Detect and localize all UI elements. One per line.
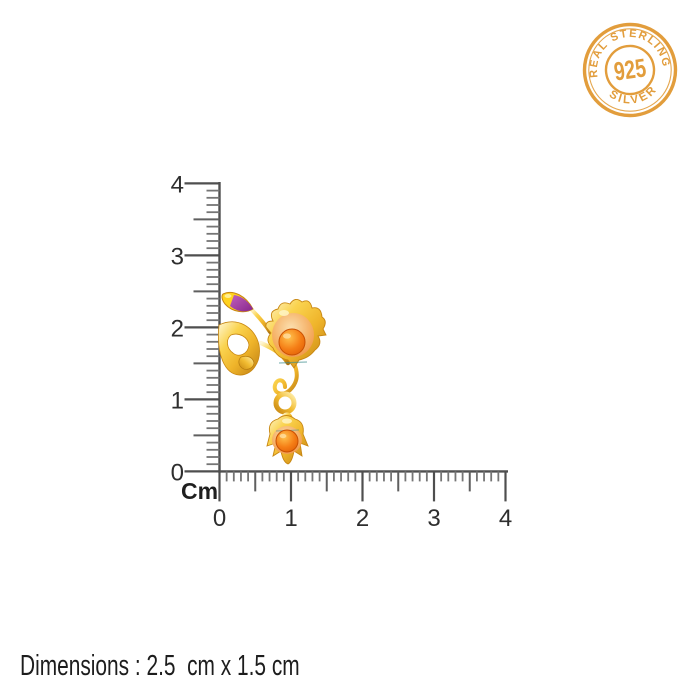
ruler-label-v3: 3 — [171, 244, 184, 271]
pendant-main-flower — [265, 299, 327, 369]
pendant-enamel-bud — [221, 291, 254, 313]
ruler-label-h2: 2 — [356, 505, 369, 532]
product-photo-gold-flower-pendant — [218, 291, 327, 465]
badge-outer-ring — [582, 22, 678, 118]
ruler-label-v4: 4 — [171, 172, 184, 199]
pendant-leaf-band — [238, 355, 255, 370]
ruler-label-v2: 2 — [171, 316, 184, 343]
ruler-label-h1: 1 — [284, 505, 297, 532]
pendant-dangle-flower — [266, 415, 309, 465]
badge-center-circle — [604, 44, 656, 96]
badge-outer-ring-inner-line — [588, 28, 672, 112]
ruler-label-v0: 0 — [171, 460, 184, 487]
ruler-unit-label: Cm — [181, 478, 218, 504]
ruler-label-v1: 1 — [171, 388, 184, 415]
badge-925-text: 925 — [612, 52, 648, 86]
pendant-leaves — [218, 321, 260, 376]
sterling-925-badge: REAL STERLING SILVER 925 — [582, 22, 678, 118]
pendant-jump-ring — [273, 391, 297, 415]
ruler-label-h3: 3 — [427, 505, 440, 532]
dangle-orange-stone — [275, 429, 299, 453]
dimensions-caption: Dimensions : 2.5 cm x 1.5 cm — [20, 650, 300, 682]
ruler-label-h4: 4 — [499, 505, 512, 532]
ruler-label-h0: 0 — [213, 505, 226, 532]
flower-orange-stone — [278, 328, 306, 356]
ruler-ticks — [184, 182, 507, 502]
